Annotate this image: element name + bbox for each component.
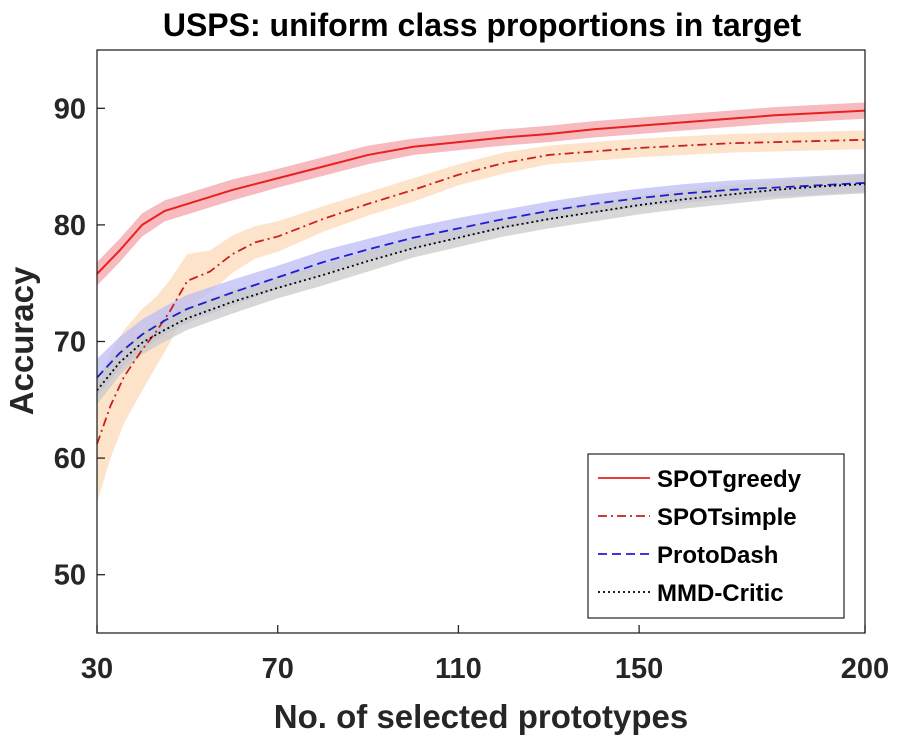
y-tick-label: 60 — [54, 443, 86, 475]
confidence-bands — [97, 102, 865, 503]
legend-label: MMD-Critic — [657, 580, 784, 607]
line-spotsimple — [96, 138, 866, 445]
y-tick-label: 80 — [54, 210, 86, 242]
legend-label: ProtoDash — [657, 542, 778, 569]
x-tick-label: 70 — [262, 653, 294, 685]
legend-box — [587, 453, 845, 619]
x-tick-label: 150 — [615, 653, 663, 685]
y-tick-label: 50 — [54, 560, 86, 592]
line-spotgreedy — [96, 109, 866, 275]
x-tick-label: 200 — [841, 653, 889, 685]
y-tick-label: 70 — [54, 327, 86, 359]
legend: SPOTgreedy SPOTsimple ProtoDash MMD-Critic — [587, 453, 845, 619]
series-lines — [96, 109, 866, 445]
x-tick-label: 30 — [81, 653, 113, 685]
x-axis: 30 70 110 150 200 — [81, 625, 889, 685]
y-tick-label: 90 — [54, 93, 86, 125]
line-mmd-critic — [96, 183, 866, 392]
chart-title: USPS: uniform class proportions in targe… — [163, 7, 802, 43]
band-mmd-critic — [97, 174, 865, 405]
y-axis: 50 60 70 80 90 — [54, 93, 105, 592]
legend-label: SPOTgreedy — [657, 466, 802, 493]
y-axis-label: Accuracy — [3, 266, 40, 415]
line-protodash — [96, 182, 866, 379]
x-tick-label: 110 — [435, 653, 482, 685]
x-axis-label: No. of selected prototypes — [274, 698, 688, 735]
legend-label: SPOTsimple — [657, 504, 797, 531]
band-spotsimple — [97, 130, 865, 503]
